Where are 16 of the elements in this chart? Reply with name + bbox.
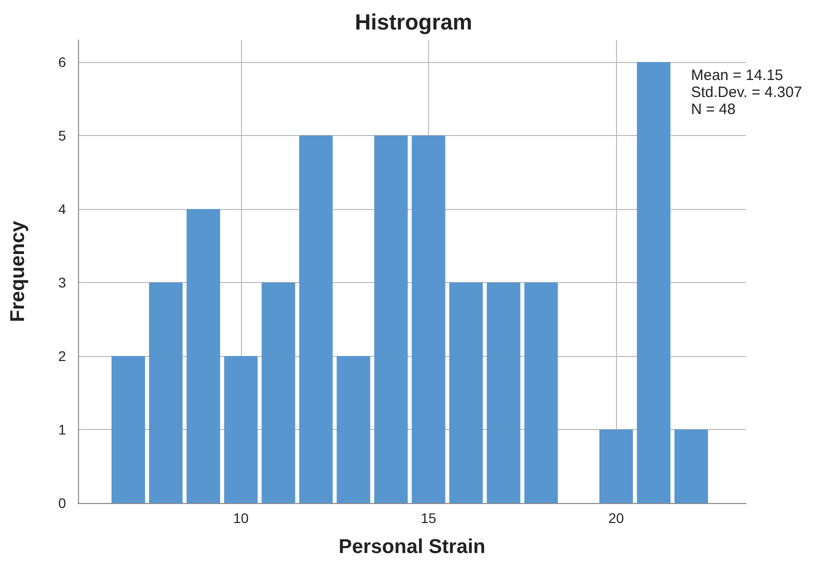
chart-title: Histrogram — [354, 10, 472, 34]
y-tick-label: 3 — [58, 274, 66, 291]
y-tick-label: 6 — [58, 54, 66, 70]
annotation: Std.Dev. = 4.307 — [691, 84, 802, 101]
x-tick-label: 20 — [608, 510, 624, 526]
x-tick-label: 10 — [233, 510, 249, 526]
y-tick-label: 4 — [58, 201, 66, 218]
y-tick-label: 1 — [58, 422, 66, 438]
y-tick-label: 0 — [58, 495, 66, 511]
x-tick-label: 15 — [420, 510, 437, 526]
x-axis-title: Personal Strain — [338, 536, 486, 558]
y-tick-label: 5 — [58, 128, 66, 144]
y-axis-title: Frequency — [7, 220, 29, 322]
y-tick-label: 2 — [58, 348, 66, 364]
annotation: N = 48 — [691, 101, 736, 118]
annotation: Mean = 14.15 — [691, 67, 784, 84]
